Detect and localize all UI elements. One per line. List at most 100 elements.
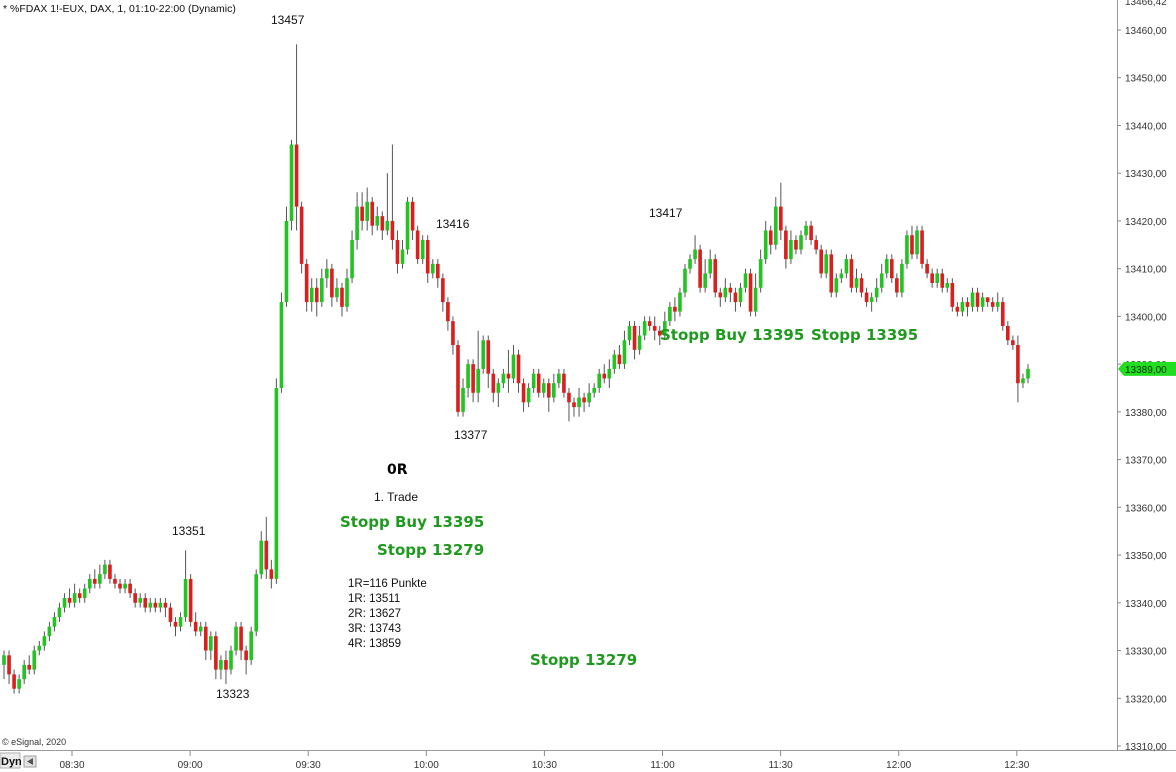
candle [768, 225, 773, 255]
time-axis[interactable]: 08:30 09:00 09:30 10:00 10:30 11:00 11:30 12:00… [59, 751, 1030, 771]
candle [148, 598, 153, 613]
candle [37, 640, 42, 656]
candle-body-up [259, 540, 264, 575]
candle [163, 598, 168, 618]
candle-body-up [335, 287, 339, 298]
candle-body-up [183, 578, 188, 618]
candle-body-up [552, 383, 556, 398]
candle [506, 349, 511, 393]
candle [435, 259, 440, 288]
candle-body-down [269, 569, 274, 579]
candle-body-down [617, 354, 622, 365]
candle [607, 359, 612, 388]
candle [799, 230, 803, 255]
price-tick-label: 13380,00 [1125, 408, 1167, 419]
candle-body-down [390, 220, 395, 241]
candle-body-down [521, 383, 526, 403]
candle-body-up [935, 273, 940, 283]
candle-body-up [229, 650, 233, 670]
candle [829, 249, 834, 298]
candle [622, 330, 627, 369]
candle [884, 254, 889, 279]
candle [728, 282, 733, 303]
candle-body-down [77, 593, 82, 599]
candle [158, 598, 163, 613]
candle-body-down [1011, 340, 1015, 346]
candle [516, 349, 521, 393]
candle-body-down [895, 278, 899, 293]
candle [466, 359, 470, 398]
time-tick-label: 08:30 [59, 760, 84, 771]
candle-body-down [859, 278, 864, 293]
price-tick-label-top: 13466,42 [1125, 0, 1167, 8]
candle [330, 263, 334, 307]
candle [47, 621, 52, 641]
candle [395, 230, 400, 274]
candle [1006, 321, 1010, 346]
candle-body-up [249, 631, 253, 661]
candle-body-down [925, 263, 929, 274]
candle [244, 645, 248, 675]
candle [209, 631, 213, 661]
candle-body-down [314, 287, 319, 303]
candle [592, 383, 597, 398]
candle-body-down [567, 392, 571, 403]
candle-body-down [173, 621, 178, 627]
candle [632, 321, 637, 360]
candle [476, 330, 480, 403]
candle [995, 292, 1000, 312]
candle-body-up [612, 354, 617, 369]
price-axis[interactable]: 13460,00 13450,00 13440,00 13430,00 13420,00… [1117, 0, 1176, 753]
candle [27, 655, 32, 675]
candle [451, 316, 455, 355]
candle [173, 617, 178, 637]
candle [496, 378, 501, 408]
candle-body-down [395, 240, 400, 264]
label-first-trade: 1. Trade [374, 490, 418, 504]
candle-body-down [809, 225, 813, 241]
candle [481, 335, 486, 374]
price-tick-label: 13420,00 [1125, 217, 1167, 228]
candle [869, 292, 874, 312]
candle-body-up [254, 574, 259, 632]
candle-body-up [501, 373, 506, 384]
label-low-13323: 13323 [216, 687, 250, 701]
candle [864, 287, 869, 307]
candle-body-down [299, 206, 304, 264]
candle-body-down [304, 263, 309, 303]
candle [895, 273, 899, 298]
candle-body-up [52, 617, 57, 627]
candle [526, 383, 531, 408]
candle-body-down [128, 583, 132, 594]
candle [879, 263, 884, 293]
candle [345, 268, 349, 312]
candle [587, 383, 591, 408]
r-level-4: 4R: 13859 [348, 638, 401, 650]
candle-body-up [708, 259, 713, 274]
candle [350, 230, 354, 283]
candle-body-up [476, 368, 480, 393]
candle [57, 602, 62, 622]
candle-body-up [703, 273, 707, 288]
candle [819, 244, 823, 279]
candle [82, 583, 87, 603]
candle-body-down [849, 259, 854, 288]
price-tick-label: 13310,00 [1125, 742, 1167, 753]
candle-body-down [456, 345, 460, 412]
candle-body-up [158, 602, 163, 608]
candle [284, 206, 289, 307]
candle-body-up [607, 368, 612, 379]
candle [511, 345, 516, 384]
candle-body-up [592, 388, 597, 393]
candle-body-up [138, 598, 143, 603]
candle [557, 368, 561, 388]
candle [889, 254, 894, 283]
candle-body-up [884, 259, 889, 274]
dyn-button[interactable]: Dyn [0, 752, 37, 769]
candle-body-down [920, 230, 924, 264]
price-tick-label: 13350,00 [1125, 551, 1167, 562]
r-level-3: 3R: 13743 [348, 623, 401, 635]
candle-body-up [385, 220, 390, 231]
candle [940, 268, 945, 293]
